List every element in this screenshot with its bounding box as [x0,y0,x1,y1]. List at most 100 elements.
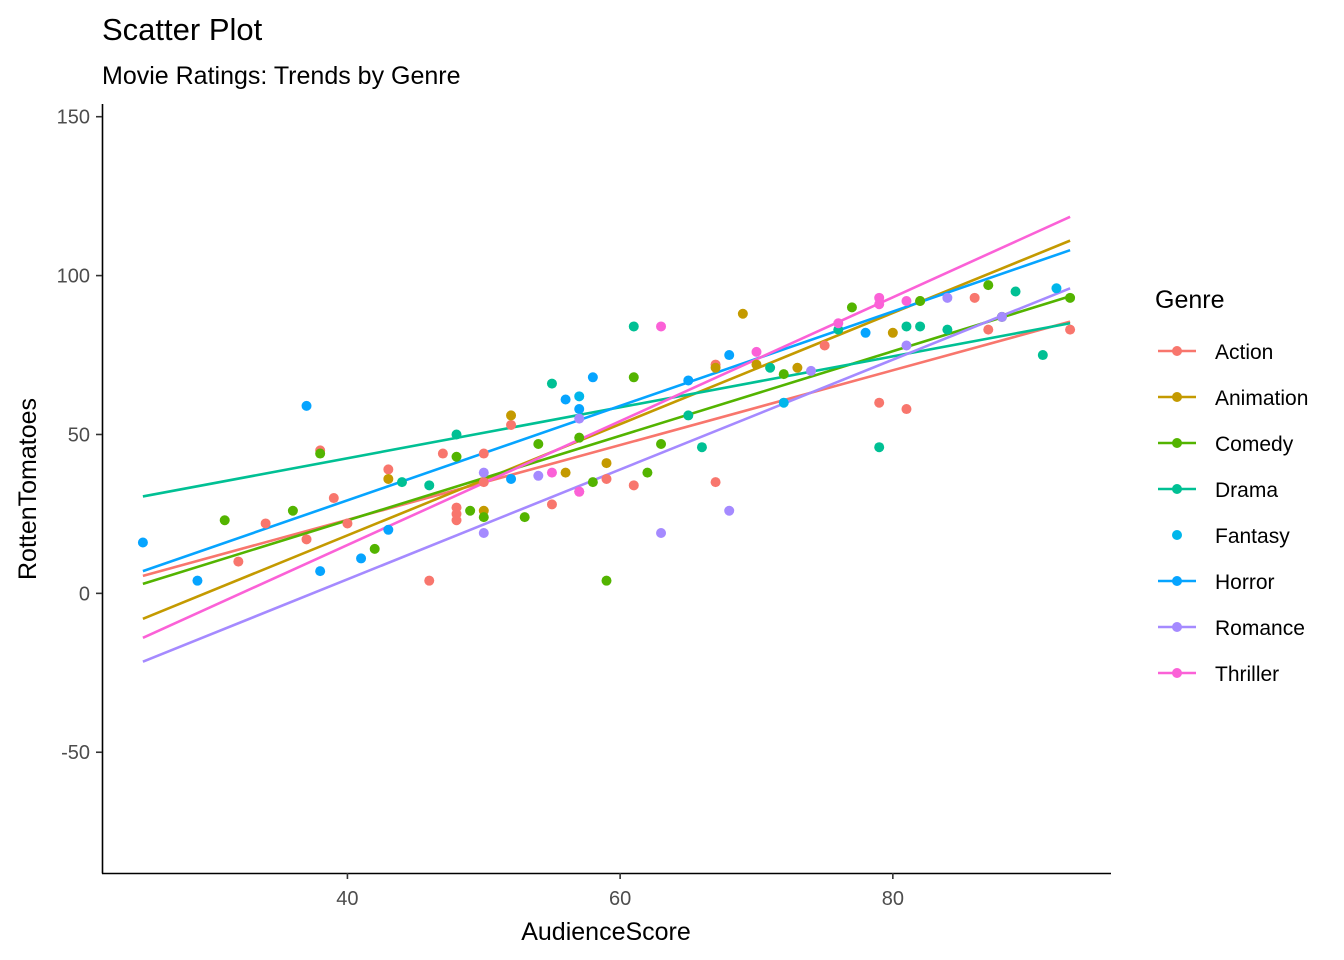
point-horror [383,524,394,535]
point-drama [396,477,407,488]
point-drama [942,324,953,335]
legend-label: Comedy [1215,433,1294,456]
point-comedy [915,296,926,307]
trend-line-horror [142,248,1071,573]
y-tick-label: -50 [61,742,90,764]
legend-label: Fantasy [1215,525,1290,548]
point-thriller [751,346,762,357]
point-comedy [478,512,489,523]
legend-key-point [1172,530,1182,540]
point-drama [874,442,885,453]
trend-line-thriller [142,215,1071,640]
point-horror [356,553,367,564]
x-tick-label: 80 [882,888,904,910]
point-animation [710,362,721,373]
point-romance [478,527,489,538]
point-action [1065,324,1076,335]
legend-item-thriller: Thriller [1158,663,1279,686]
point-thriller [546,467,557,478]
point-action [342,518,353,529]
legend-key-point [1172,438,1182,448]
legend: Action Animation Comedy Drama Fantasy Horror R… [1158,341,1308,686]
y-tick-label: 100 [57,266,90,288]
y-tick-label: 0 [79,583,90,605]
point-horror [506,473,517,484]
point-animation [792,362,803,373]
legend-item-action: Action [1158,341,1273,364]
point-horror [683,375,694,386]
point-romance [996,311,1007,322]
point-drama [1037,350,1048,361]
legend-key-point [1172,346,1182,356]
point-drama [546,378,557,389]
chart-subtitle: Movie Ratings: Trends by Genre [102,62,461,90]
y-tick-label: 150 [57,107,90,129]
legend-key-point [1172,484,1182,494]
point-drama [696,442,707,453]
point-action [819,340,830,351]
point-action [451,515,462,526]
point-comedy [219,515,230,526]
point-comedy [369,543,380,554]
legend-item-comedy: Comedy [1158,433,1294,456]
point-comedy [628,372,639,383]
point-horror [560,394,571,405]
point-romance [478,467,489,478]
legend-title: Genre [1155,286,1224,314]
point-fantasy [778,397,789,408]
point-horror [724,350,735,361]
point-action [983,324,994,335]
point-action [233,556,244,567]
point-romance [806,365,817,376]
trend-line-comedy [142,295,1071,586]
point-animation [601,458,612,469]
x-tick-label: 40 [336,888,358,910]
legend-item-romance: Romance [1158,617,1305,640]
point-action [601,473,612,484]
x-axis-ticks: 40 60 80 [336,873,904,910]
point-romance [724,505,735,516]
point-drama [628,321,639,332]
legend-item-animation: Animation [1158,387,1308,410]
point-comedy [315,448,326,459]
legend-label: Action [1215,341,1273,364]
point-fantasy [574,391,585,402]
point-comedy [1065,292,1076,303]
point-romance [574,413,585,424]
point-animation [887,327,898,338]
legend-key-point [1172,668,1182,678]
legend-label: Horror [1215,571,1275,594]
legend-label: Romance [1215,617,1305,640]
point-romance [533,470,544,481]
point-action [478,448,489,459]
point-action [328,493,339,504]
point-thriller [574,486,585,497]
trend-line-action [142,320,1071,578]
point-comedy [846,302,857,313]
point-comedy [287,505,298,516]
point-action [424,575,435,586]
point-thriller [874,299,885,310]
point-thriller [656,321,667,332]
point-comedy [465,505,476,516]
point-comedy [587,477,598,488]
point-horror [587,372,598,383]
point-animation [383,473,394,484]
data-points [137,280,1076,586]
point-drama [451,429,462,440]
point-horror [301,400,312,411]
point-action [710,477,721,488]
point-drama [1010,286,1021,297]
y-axis-ticks: -50 0 50 100 150 [57,107,102,764]
point-drama [765,362,776,373]
point-animation [560,467,571,478]
y-axis-title: RottenTomatoes [14,398,42,580]
point-action [383,464,394,475]
legend-item-horror: Horror [1158,571,1275,594]
point-comedy [778,369,789,380]
point-comedy [451,451,462,462]
point-romance [901,340,912,351]
trend-lines [142,215,1071,663]
point-fantasy [1051,283,1062,294]
